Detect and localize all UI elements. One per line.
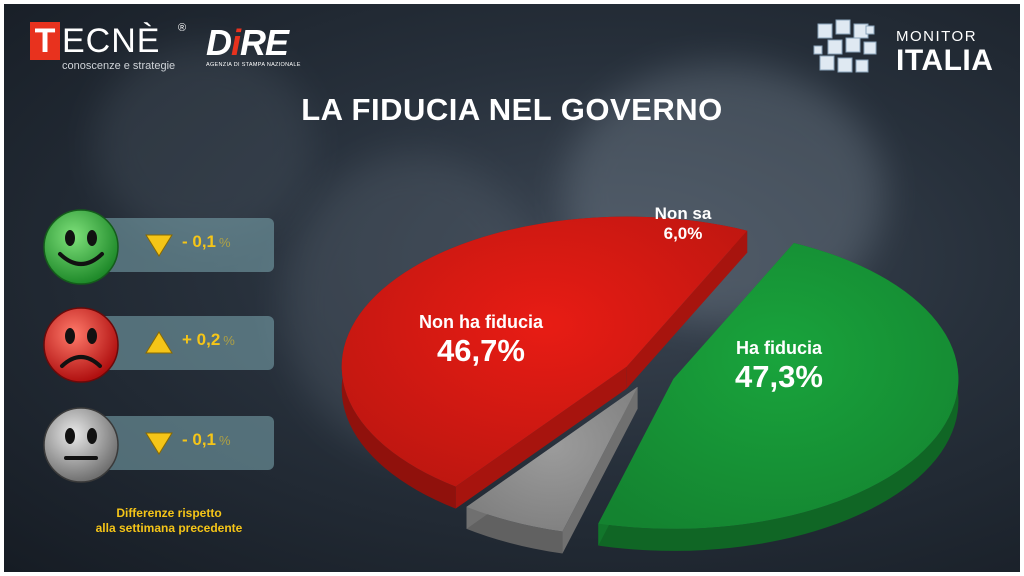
slice-side (466, 506, 563, 554)
page-title: LA FIDUCIA NEL GOVERNO (301, 92, 723, 127)
tecne-tagline: conoscenze e strategie (62, 60, 176, 72)
tecne-logo: T ECNÈ ® conoscenze e strategie (30, 22, 200, 78)
cubes-icon (813, 19, 877, 73)
slice-cut-face (455, 366, 627, 509)
changes-note-line1: Differenze rispetto (116, 506, 222, 520)
slice-label-non-ha-fiducia: Non ha fiducia 46,7% (396, 312, 566, 369)
monitor-logo-big: ITALIA (896, 44, 994, 77)
change-row-negative: + 0,2% (94, 316, 274, 370)
tecne-registered-mark: ® (178, 22, 187, 34)
slice-top (598, 242, 959, 529)
neutral-face-icon (43, 407, 119, 483)
dire-logo-re: RE (240, 22, 289, 63)
sad-face-icon (43, 307, 119, 383)
slice-label-non-sa: Non sa 6,0% (648, 204, 718, 244)
dire-logo-i: i (231, 22, 241, 63)
down-arrow-icon (145, 234, 173, 257)
slice-cut-face (562, 386, 638, 554)
background-shade (94, 44, 314, 244)
slide: T ECNÈ ® conoscenze e strategie DiRE AGE… (4, 4, 1020, 572)
monitor-italia-logo: MONITOR ITALIA (810, 16, 1010, 86)
dire-logo: DiRE AGENZIA DI STAMPA NAZIONALE (206, 24, 306, 74)
dire-tagline: AGENZIA DI STAMPA NAZIONALE (206, 62, 301, 68)
slice-non-sa (466, 386, 638, 554)
tecne-logo-mark: T (30, 22, 60, 60)
dire-logo-word: DiRE (206, 24, 306, 62)
up-arrow-icon (145, 331, 173, 354)
change-value: + 0,2% (182, 330, 235, 349)
changes-note: Differenze rispetto alla settimana prece… (84, 506, 254, 536)
slice-label-name: Non ha fiducia (418, 312, 543, 332)
slice-label-ha-fiducia: Ha fiducia 47,3% (704, 338, 854, 395)
change-row-positive: - 0,1% (94, 218, 274, 272)
change-value: - 0,1% (182, 232, 231, 251)
change-row-neutral: - 0,1% (94, 416, 274, 470)
slice-label-value: 6,0% (663, 224, 703, 243)
change-value: - 0,1% (182, 430, 231, 449)
pie-chart (341, 216, 959, 554)
changes-note-line2: alla settimana precedente (95, 521, 243, 535)
slice-label-name: Ha fiducia (735, 338, 823, 358)
slice-label-value: 47,3% (735, 359, 823, 394)
tecne-logo-word: ECNÈ (62, 22, 161, 60)
slice-non-ha-fiducia (341, 216, 748, 509)
slice-top (341, 216, 748, 487)
slice-label-name: Non sa (654, 204, 712, 223)
slice-cut-face (626, 230, 748, 389)
happy-face-icon (43, 209, 119, 285)
down-arrow-icon (145, 432, 173, 455)
slice-label-value: 46,7% (437, 333, 525, 368)
monitor-logo-top: MONITOR (896, 28, 978, 45)
slice-top (466, 386, 638, 532)
slice-ha-fiducia (598, 242, 959, 551)
dire-logo-d: D (206, 22, 232, 63)
